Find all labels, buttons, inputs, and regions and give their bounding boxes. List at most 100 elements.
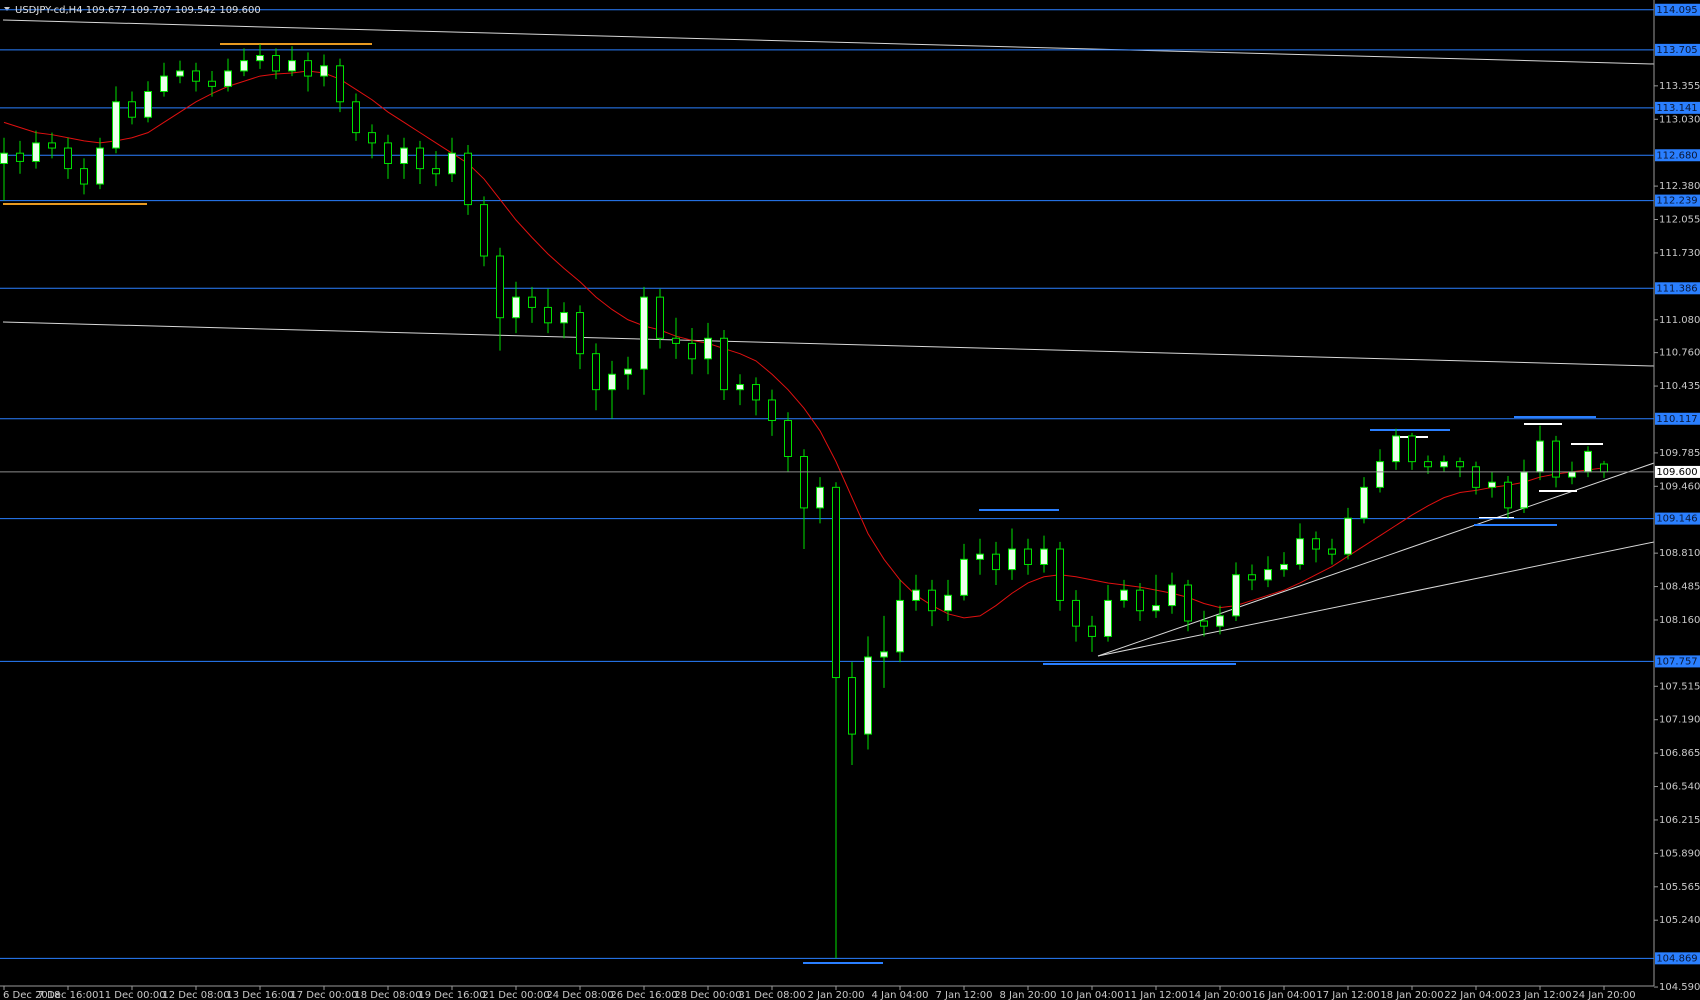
y-tick-label: 105.565	[1659, 882, 1700, 893]
candle-body	[0, 152, 8, 164]
candle-body	[160, 75, 168, 93]
candle-body	[784, 420, 792, 458]
candle-body	[752, 384, 760, 401]
candle-body	[864, 656, 872, 735]
candle-body	[1568, 471, 1576, 478]
candle-body	[384, 142, 392, 164]
candle-body	[576, 312, 584, 355]
candle-body	[448, 152, 456, 175]
candle-body	[912, 589, 920, 601]
candle-body	[1024, 548, 1032, 565]
candle-body	[432, 168, 440, 175]
level-label-box	[1655, 101, 1700, 114]
candle-body	[608, 373, 616, 391]
candle-body	[1168, 584, 1176, 607]
candle-body	[192, 70, 200, 82]
candle-body	[960, 558, 968, 596]
candle-body	[1392, 435, 1400, 463]
candle-body	[1104, 599, 1112, 637]
x-tick-label: 17 Dec 00:00	[290, 990, 357, 1000]
y-tick-label: 107.515	[1659, 681, 1700, 692]
candle-body	[736, 384, 744, 391]
candle-body	[96, 147, 104, 185]
candle-body	[896, 599, 904, 653]
candle-body	[32, 142, 40, 162]
menu-triangle[interactable]	[4, 7, 10, 11]
x-tick-label: 16 Jan 04:00	[1252, 990, 1315, 1000]
candle-body	[1552, 440, 1560, 478]
candle-body	[992, 553, 1000, 571]
level-label-box	[1655, 3, 1700, 16]
y-tick-label: 111.730	[1659, 248, 1700, 259]
candle-body	[1600, 463, 1608, 473]
candle-body	[720, 337, 728, 391]
y-tick-label: 110.435	[1659, 381, 1700, 392]
level-label: 113.141	[1656, 103, 1697, 114]
candle-body	[304, 60, 312, 77]
level-label: 111.386	[1656, 283, 1697, 294]
candle-body	[640, 296, 648, 370]
level-label: 109.146	[1656, 514, 1697, 525]
candle-body	[1296, 538, 1304, 565]
x-tick-label: 22 Jan 04:00	[1444, 990, 1507, 1000]
level-label-box	[1655, 149, 1700, 162]
candle-body	[1408, 435, 1416, 463]
level-label: 113.705	[1656, 45, 1697, 56]
y-tick-label: 108.810	[1659, 548, 1700, 559]
candle-body	[1120, 589, 1128, 601]
candle-body	[1376, 461, 1384, 488]
candle-body	[240, 60, 248, 72]
x-tick-label: 21 Dec 00:00	[482, 990, 549, 1000]
candle-body	[1216, 615, 1224, 627]
y-tick-label: 109.460	[1659, 481, 1700, 492]
level-label: 112.239	[1656, 196, 1697, 207]
candle-body	[656, 296, 664, 339]
candle-body	[1504, 481, 1512, 509]
candle-body	[320, 65, 328, 77]
candle-body	[288, 60, 296, 72]
x-tick-label: 7 Jan 12:00	[936, 990, 993, 1000]
x-tick-label: 18 Dec 08:00	[354, 990, 421, 1000]
x-tick-label: 31 Dec 08:00	[738, 990, 805, 1000]
candle-body	[64, 147, 72, 170]
candle-body	[208, 80, 216, 87]
level-label: 107.757	[1656, 656, 1697, 667]
candle-body	[544, 306, 552, 324]
candle-body	[1584, 450, 1592, 473]
candle-body	[976, 553, 984, 560]
candle-body	[848, 677, 856, 735]
candle-body	[1136, 589, 1144, 612]
candle-body	[1008, 548, 1016, 571]
y-tick-label: 108.160	[1659, 615, 1700, 626]
candle-body	[704, 337, 712, 360]
level-label-box	[1655, 282, 1700, 295]
x-tick-label: 4 Jan 04:00	[872, 990, 929, 1000]
candle-body	[624, 368, 632, 375]
x-tick-label: 18 Jan 20:00	[1380, 990, 1443, 1000]
candles	[0, 44, 1608, 959]
candle-body	[1088, 625, 1096, 637]
candle-body	[128, 101, 136, 118]
candle-body	[1312, 538, 1320, 550]
y-tick-label: 107.190	[1659, 715, 1700, 726]
trend-line	[1097, 541, 1655, 657]
y-tick-label: 110.760	[1659, 348, 1700, 359]
candle-body	[1456, 461, 1464, 468]
candle-body	[80, 168, 88, 185]
candle-body	[464, 152, 472, 206]
candle-body	[1328, 548, 1336, 555]
price-label-box	[1655, 465, 1700, 478]
x-tick-label: 11 Jan 12:00	[1124, 990, 1187, 1000]
candle-body	[1264, 569, 1272, 581]
y-tick-label: 106.540	[1659, 782, 1700, 793]
y-tick-label: 112.380	[1659, 181, 1700, 192]
x-tick-label: 14 Jan 20:00	[1188, 990, 1251, 1000]
x-tick-label: 24 Jan 20:00	[1572, 990, 1635, 1000]
y-tick-label: 105.890	[1659, 848, 1700, 859]
candle-body	[1280, 563, 1288, 571]
trend-line	[2, 19, 1655, 65]
candle-body	[272, 55, 280, 72]
candle-body	[1472, 466, 1480, 488]
